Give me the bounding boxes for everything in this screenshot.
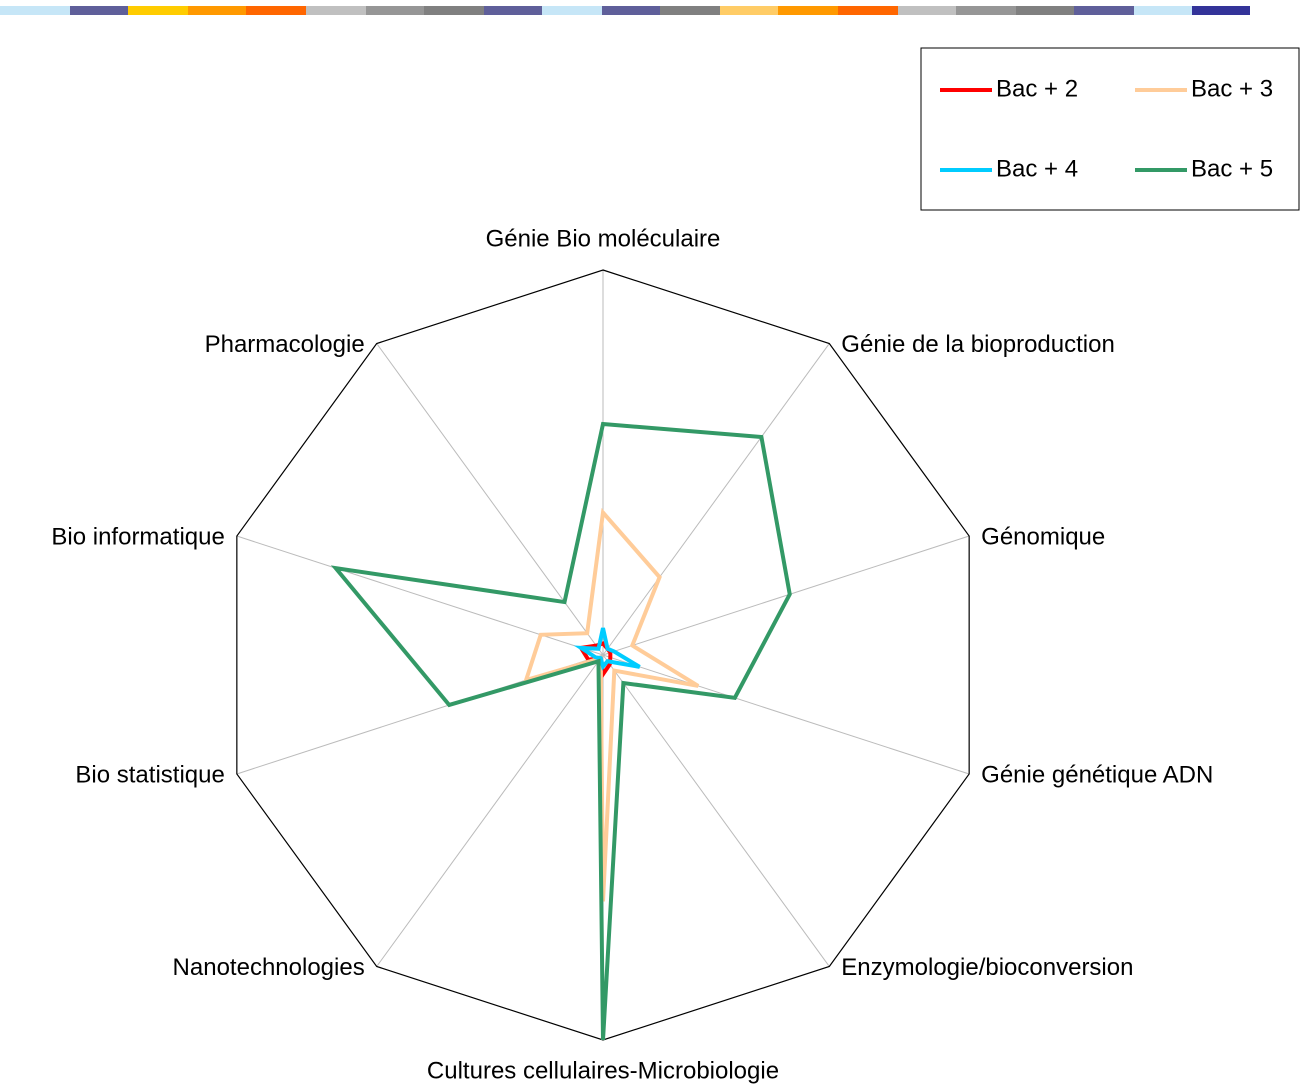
axis-label: Pharmacologie [205,331,365,358]
legend-label: Bac + 5 [1191,155,1273,182]
series-line [573,627,641,671]
spoke [376,343,604,656]
spoke [602,343,830,656]
axis-label: Génie de la bioproduction [841,331,1115,358]
legend-label: Bac + 4 [996,155,1078,182]
spoke [602,654,970,775]
legend-label: Bac + 2 [996,75,1078,102]
legend-label: Bac + 3 [1191,75,1273,102]
spoke [236,535,604,656]
axis-label: Bio informatique [51,523,224,550]
axis-label: Nanotechnologies [173,954,365,981]
spoke [376,654,604,967]
axis-label: Cultures cellulaires-Microbiologie [427,1057,779,1084]
axis-label: Génie Bio moléculaire [486,225,721,252]
series-line [523,507,700,902]
legend-box [920,47,1300,211]
axis-label: Bio statistique [75,761,224,788]
spoke [602,535,970,656]
spoke [602,654,830,967]
series-line [330,421,792,1041]
axis-label: Enzymologie/bioconversion [841,954,1133,981]
header-strip [0,6,1250,15]
axis-label: Génomique [981,523,1105,550]
axis-label: Génie génétique ADN [981,761,1213,788]
